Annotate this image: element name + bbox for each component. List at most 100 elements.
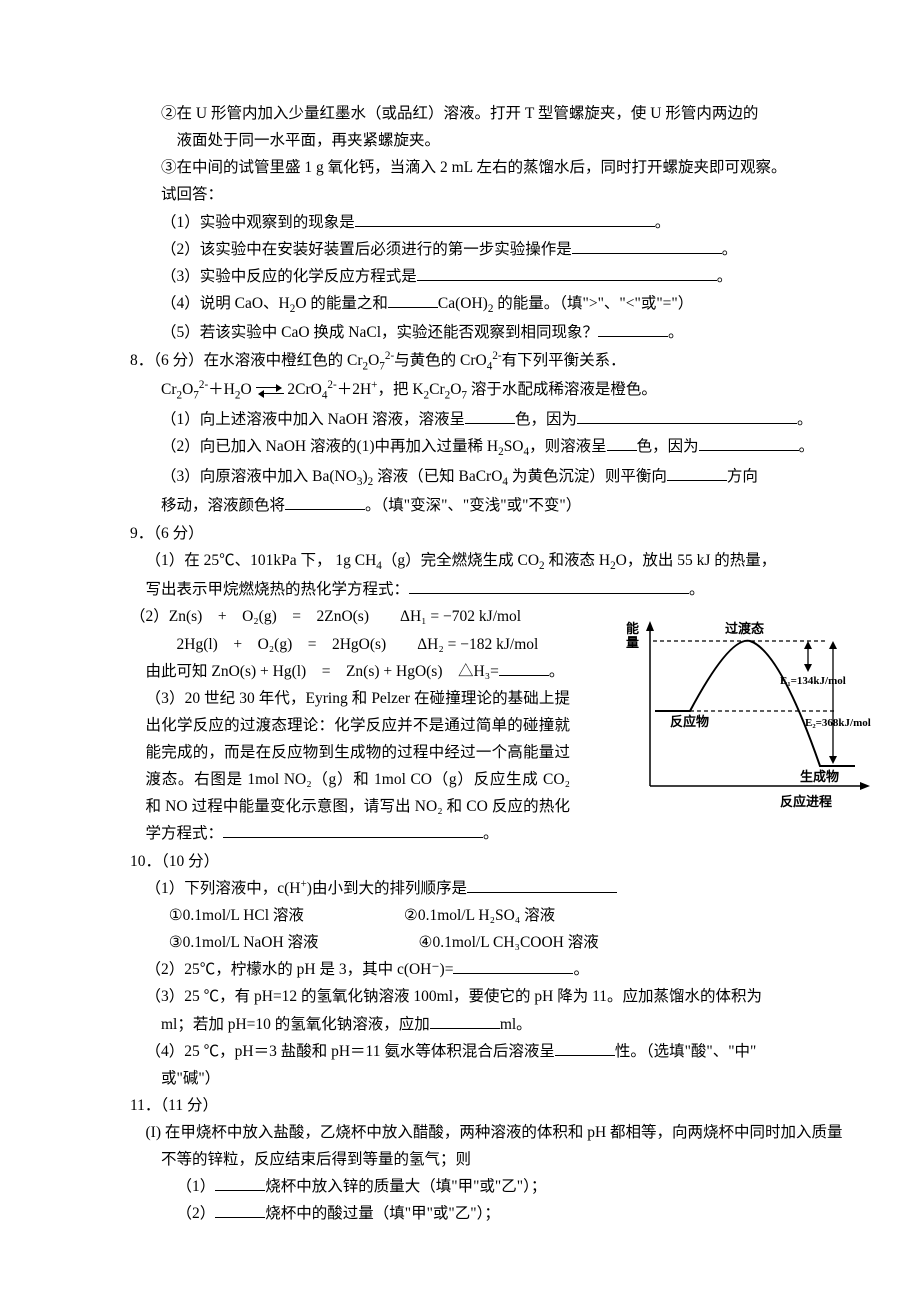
- q10-opt2: ②0.1mol/L H₂SO₄ 溶液: [404, 902, 555, 929]
- t: 色，因为: [637, 438, 699, 455]
- q9-left-text: （2）Zn(s) + O₂(g) = 2ZnO(s) ΔH₁ = −702 kJ…: [130, 603, 570, 847]
- t: 方向: [727, 468, 758, 485]
- blank: [409, 578, 689, 595]
- q8-title: 8．（6 分）在水溶液中橙红色的 Cr2O72-与黄色的 CrO42-有下列平衡…: [130, 347, 850, 377]
- q7-3: （3）实验中反应的化学反应方程式是。: [130, 263, 850, 290]
- q10-3b: ml；若加 pH=10 的氢氧化钠溶液，应加 ml。: [130, 1011, 850, 1038]
- E2-label: E₂=368kJ/mol: [805, 717, 871, 729]
- q7-2: （2）该实验中在安装好装置后必须进行的第一步实验操作是 。: [130, 236, 850, 263]
- q11-s2: （2） 烧杯中的酸过量（填"甲"或"乙"）；: [130, 1200, 850, 1227]
- equilibrium-arrow-icon: [256, 385, 284, 397]
- q8-1: （1）向上述溶液中加入 NaOH 溶液，溶液呈 色，因为 。: [130, 406, 850, 433]
- x-axis-label: 反应进程: [780, 794, 832, 809]
- t: ＋H: [208, 382, 235, 399]
- t: 有下列平衡关系．: [502, 352, 626, 369]
- t: 和液态 H: [545, 552, 610, 569]
- t: （1）: [177, 1178, 216, 1195]
- t: 溶于水配成稀溶液是橙色。: [467, 382, 657, 399]
- q7-5: （5）若该实验中 CaO 换成 NaCl，实验还能否观察到相同现象？。: [130, 319, 850, 346]
- t: （3）向原溶液中加入 Ba(NO: [161, 468, 357, 485]
- blank: [577, 408, 797, 425]
- q10-opts-row1: ①0.1mol/L HCl 溶液 ②0.1mol/L H₂SO₄ 溶液: [130, 902, 850, 929]
- q9-2-l1: （2）Zn(s) + O₂(g) = 2ZnO(s) ΔH₁ = −702 kJ…: [130, 603, 570, 630]
- blank: [430, 1012, 500, 1029]
- q10-2: （2）25℃，柠檬水的 pH 是 3，其中 c(OH⁻)= 。: [130, 956, 850, 983]
- t: ，则溶液呈: [529, 438, 607, 455]
- q9-3-text: （3）20 世纪 30 年代，Eyring 和 Pelzer 在碰撞理论的基础上…: [130, 685, 570, 848]
- t: （2）: [177, 1205, 216, 1222]
- q10-opt4: ④0.1mol/L CH₃COOH 溶液: [419, 929, 599, 956]
- t: （4）说明 CaO、H: [161, 295, 290, 312]
- t: O 的能量之和: [295, 295, 388, 312]
- q8-2: （2）向已加入 NaOH 溶液的(1)中再加入过量稀 H2SO4，则溶液呈色，因…: [130, 433, 850, 463]
- period: 。: [655, 214, 671, 231]
- q7-1-text: （1）实验中观察到的现象是: [161, 214, 355, 231]
- q9-title: 9．（6 分）: [130, 520, 850, 547]
- q10-1: （1）下列溶液中，c(H+)由小到大的排列顺序是: [130, 875, 850, 902]
- blank: [598, 321, 668, 338]
- t: 与黄色的 CrO: [394, 352, 487, 369]
- q7-2-text: （2）该实验中在安装好装置后必须进行的第一步实验操作是: [161, 241, 572, 258]
- intro-step3: ③在中间的试管里盛 1 g 氧化钙，当滴入 2 mL 左右的蒸馏水后，同时打开螺…: [146, 154, 851, 181]
- t: 或"碱"）: [161, 1070, 220, 1087]
- t: （2）25℃，柠檬水的 pH 是 3，其中 c(OH⁻)=: [146, 961, 454, 978]
- blank: [453, 958, 573, 975]
- blank: [572, 237, 722, 254]
- t: Ca(OH): [438, 295, 488, 312]
- q10-opt1: ①0.1mol/L HCl 溶液: [169, 902, 304, 929]
- intro-step2a: ②在 U 形管内加入少量红墨水（或品红）溶液。打开 T 型管螺旋夹，使 U 形管…: [130, 100, 850, 127]
- period: 。: [573, 961, 589, 978]
- period: 。: [668, 324, 684, 341]
- t: （3）20 世纪 30 年代，Eyring 和 Pelzer 在碰撞理论的基础上…: [146, 690, 571, 843]
- t: (I) 在甲烧杯中放入盐酸，乙烧杯中放入醋酸，两种溶液的体积和 pH 都相等，向…: [146, 1124, 843, 1168]
- q9-2-l3: 由此可知 ZnO(s) + Hg(l) = Zn(s) + HgO(s) △H₃…: [130, 658, 570, 685]
- t: （1）在 25℃、101kPa 下， 1g CH: [146, 552, 377, 569]
- q11-s1: （1）烧杯中放入锌的质量大（填"甲"或"乙"）；: [130, 1173, 850, 1200]
- energy-diagram: 能 量 过渡态 反应物 生成物 反应进程 E₁=134kJ/mol E₂=368…: [620, 611, 880, 811]
- y-axis-label2: 量: [626, 635, 639, 650]
- t: 的能量。（填">"、"<"或"="）: [493, 295, 693, 312]
- t: 2CrO: [287, 382, 321, 399]
- blank: [699, 435, 799, 452]
- q10-opt3: ③0.1mol/L NaOH 溶液: [169, 929, 319, 956]
- q8-3b: 移动，溶液颜色将。（填"变深"、"变浅"或"不变"）: [130, 492, 850, 519]
- t: Cr: [161, 382, 177, 399]
- period: 。: [689, 581, 705, 598]
- period: 。: [722, 241, 738, 258]
- t: 色，因为: [515, 411, 577, 428]
- blank: [465, 408, 515, 425]
- period: 。: [797, 411, 813, 428]
- blank: [285, 494, 365, 511]
- blank: [417, 264, 717, 281]
- period: 。: [799, 438, 815, 455]
- period: 。: [483, 825, 499, 842]
- q10-opts-row2: ③0.1mol/L NaOH 溶液 ④0.1mol/L CH₃COOH 溶液: [130, 929, 850, 956]
- q7-1: （1）实验中观察到的现象是 。: [130, 209, 850, 236]
- q7-4: （4）说明 CaO、H2O 的能量之和Ca(OH)2 的能量。（填">"、"<"…: [130, 290, 850, 320]
- t: 写出表示甲烷燃烧热的热化学方程式：: [146, 581, 410, 598]
- blank: [388, 291, 438, 308]
- t: （1）下列溶液中，c(H: [146, 880, 301, 897]
- t: （4）25 ℃，pH＝3 盐酸和 pH＝11 氨水等体积混合后溶液呈: [146, 1043, 555, 1060]
- intro-answer-lead: 试回答：: [130, 181, 850, 208]
- y-axis-label: 能: [626, 621, 639, 636]
- q10-title: 10．（10 分）: [130, 848, 850, 875]
- blank: [555, 1039, 615, 1056]
- t: )由小到大的排列顺序是: [307, 880, 467, 897]
- t: ml。: [500, 1016, 532, 1033]
- blank: [499, 659, 549, 676]
- t: 由此可知 ZnO(s) + Hg(l) = Zn(s) + HgO(s) △H₃…: [146, 663, 499, 680]
- q8-3a: （3）向原溶液中加入 Ba(NO3)2 溶液（已知 BaCrO4 为黄色沉淀）则…: [130, 463, 850, 493]
- t: ml；若加 pH=10 的氢氧化钠溶液，应加: [161, 1016, 430, 1033]
- t: 烧杯中的酸过量（填"甲"或"乙"）；: [265, 1205, 500, 1222]
- q8-eq: Cr2O72-＋H2O 2CrO42-＋2H+，把 K2Cr2O7 溶于水配成稀…: [130, 376, 850, 406]
- E1-label: E₁=134kJ/mol: [780, 675, 846, 687]
- t: （1）向上述溶液中加入 NaOH 溶液，溶液呈: [161, 411, 465, 428]
- t: Cr: [429, 382, 445, 399]
- t: O，放出 55 kJ 的热量，: [616, 552, 777, 569]
- exam-page: ②在 U 形管内加入少量红墨水（或品红）溶液。打开 T 型管螺旋夹，使 U 形管…: [0, 0, 920, 1288]
- t: 溶液（已知 BaCrO: [373, 468, 502, 485]
- t: O: [450, 382, 461, 399]
- t: （2）向已加入 NaOH 溶液的(1)中再加入过量稀 H: [161, 438, 498, 455]
- t: O: [368, 352, 379, 369]
